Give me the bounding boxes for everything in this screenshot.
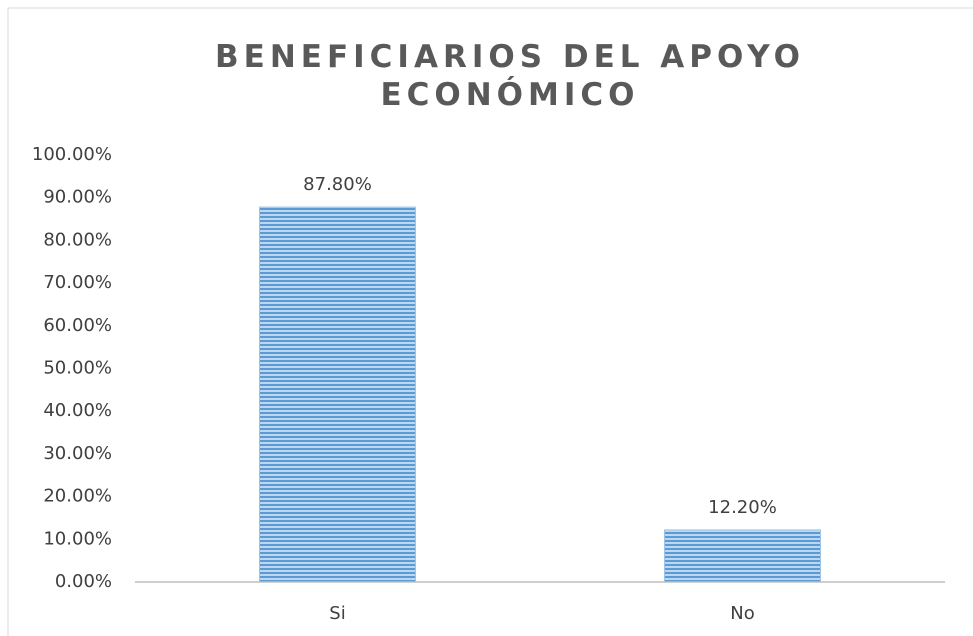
y-tick-label: 100.00% — [32, 144, 112, 165]
bar — [259, 206, 416, 583]
y-tick-label: 50.00% — [43, 358, 112, 379]
y-tick-label: 10.00% — [43, 528, 112, 549]
data-label: 12.20% — [708, 497, 777, 518]
y-tick-label: 20.00% — [43, 486, 112, 507]
y-tick-label: 60.00% — [43, 315, 112, 336]
y-tick-label: 80.00% — [43, 229, 112, 250]
bar — [664, 529, 821, 583]
x-tick-label: Si — [329, 603, 345, 624]
x-tick-label: No — [730, 603, 754, 624]
y-tick-label: 40.00% — [43, 400, 112, 421]
chart-frame — [7, 7, 973, 636]
y-tick-label: 0.00% — [55, 571, 112, 592]
y-tick-label: 70.00% — [43, 272, 112, 293]
y-tick-label: 30.00% — [43, 443, 112, 464]
chart-title: BENEFICIARIOS DEL APOYO ECONÓMICO — [215, 39, 805, 113]
data-label: 87.80% — [303, 174, 372, 195]
y-tick-label: 90.00% — [43, 187, 112, 208]
